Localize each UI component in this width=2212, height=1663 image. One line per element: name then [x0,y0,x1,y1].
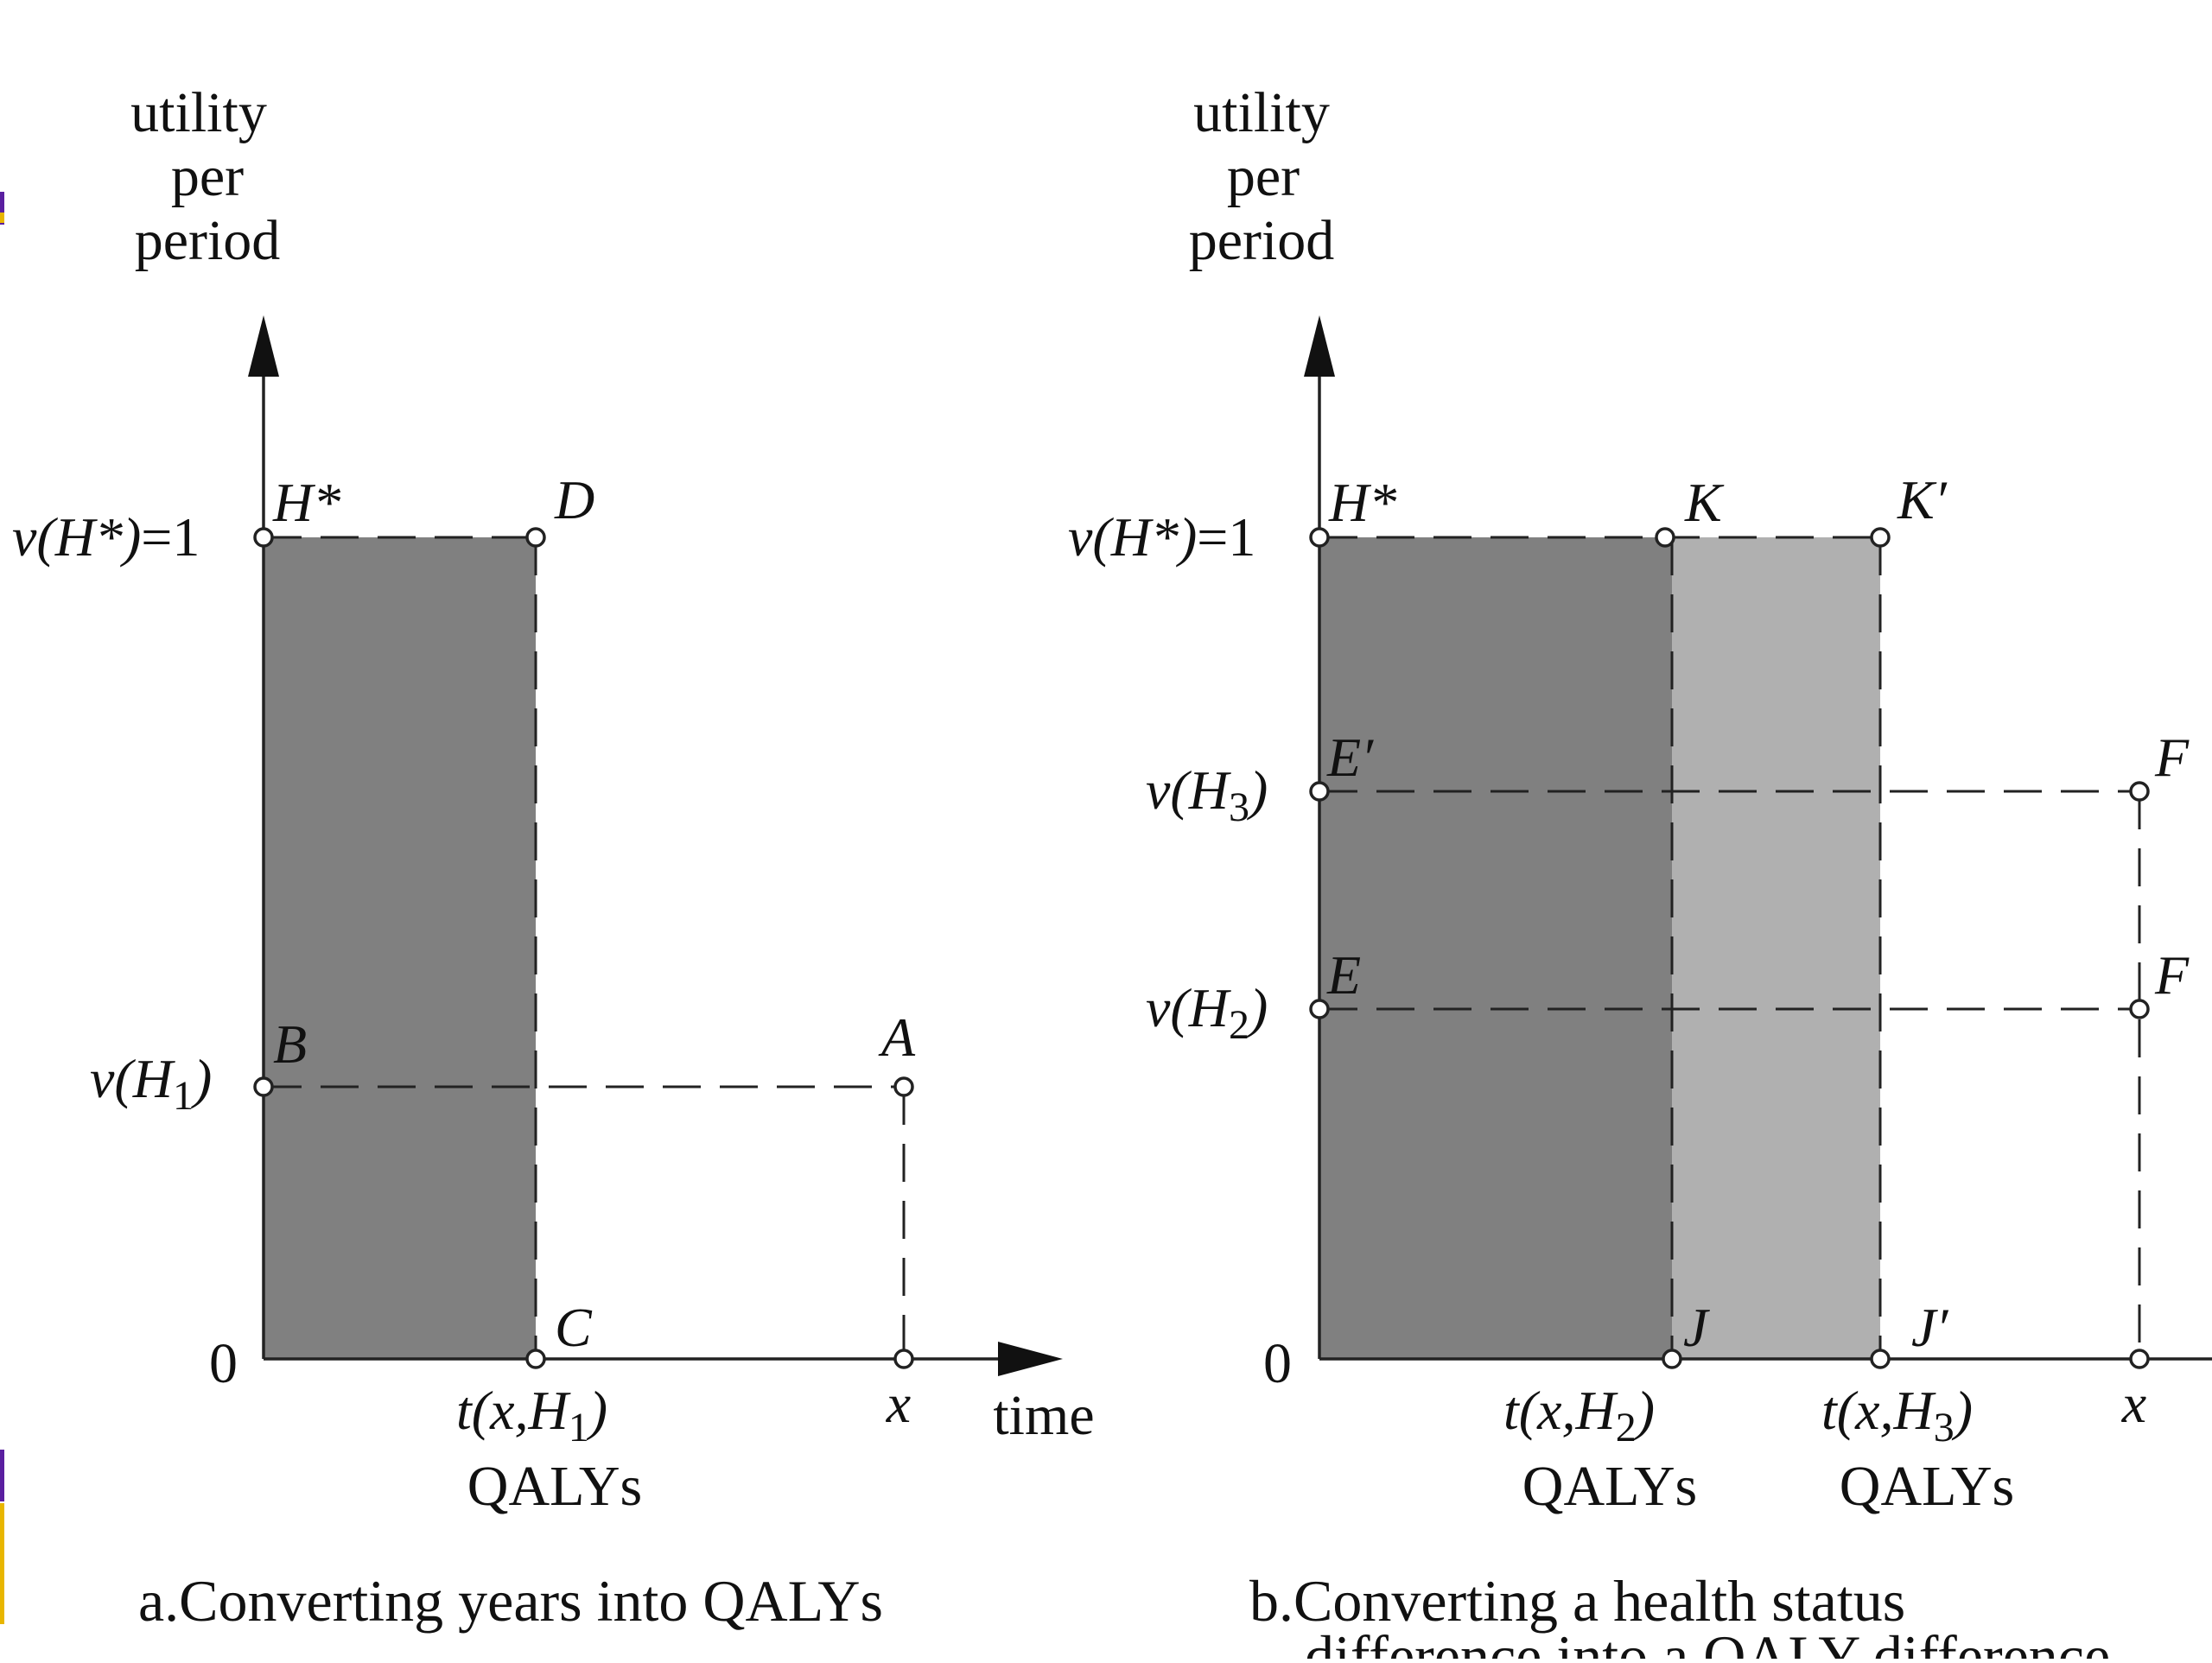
panel-b-y-title-line1: utility [1193,81,1330,144]
panel-a-tick-vh1: v(H1) [90,1048,212,1119]
panel-a-qalys-label: QALYs [467,1455,642,1518]
panel-b-caption-line1: b.Converting a health status [1249,1568,1905,1634]
panel-b-tick-vh3: v(H3) [1146,759,1268,830]
panel-b-label-e: E [1326,944,1361,1006]
panel-a-label-d: D [554,469,594,530]
panel-b-point-e [1309,999,1330,1019]
panel-b-point-hstar [1309,527,1330,548]
panel-b-point-f-upper [2129,781,2150,802]
panel-b-tick-vhstar: v(H*)=1 [1068,506,1255,568]
panel-b-qaly-area-h2 [1319,537,1672,1359]
panel-b-tick-vhstar-eq: =1 [1197,506,1255,568]
panel-a-point-b [253,1076,274,1097]
panel-a-tick-zero: 0 [209,1332,238,1395]
panel-b: utility per period H* K [1068,81,2212,1663]
panel-b-tick-t-x-h3: t(x,H3) [1821,1380,1973,1450]
panel-b-tick-vh2: v(H2) [1146,977,1268,1048]
panel-b-qalys-label-1: QALYs [1522,1455,1697,1518]
panel-a-label-b: B [273,1013,307,1075]
edge-mark-top-accent [0,213,4,223]
panel-a-point-d [525,527,546,548]
panel-a-y-arrow-icon [248,315,279,377]
panel-a-x-axis-title: time [993,1384,1094,1447]
panel-b-point-kprime [1870,527,1891,548]
panel-b-label-f-lower: F [2154,944,2190,1006]
panel-b-qaly-area-difference [1672,537,1880,1359]
panel-a-tick-t-x-h1: t(x,H1) [456,1380,607,1450]
panel-a: utility per period H* D B A C v(H*)=1 [12,81,1095,1634]
panel-b-label-hstar: H* [1328,472,1396,533]
panel-b-point-j [1662,1349,1682,1369]
panel-b-tick-zero: 0 [1263,1332,1292,1395]
panel-b-label-f-upper: F [2154,727,2190,788]
panel-a-y-title-line3: period [135,209,281,272]
panel-a-point-x [893,1349,914,1369]
panel-a-y-title-line2: per [171,145,244,208]
edge-mark-top [0,192,4,225]
panel-b-label-jprime: J′ [1911,1297,1948,1358]
panel-a-qaly-area [264,537,536,1359]
panel-b-point-jprime [1870,1349,1891,1369]
panel-b-point-f-lower [2129,999,2150,1019]
panel-a-x-arrow-icon [998,1342,1063,1376]
panel-b-point-x [2129,1349,2150,1369]
panel-b-tick-t-x-h2: t(x,H2) [1503,1380,1655,1450]
panel-b-label-k: K [1684,472,1725,533]
panel-b-tick-x: x [2121,1373,2146,1434]
panel-a-label-c: C [555,1297,593,1358]
panel-b-y-arrow-icon [1304,315,1335,377]
panel-b-point-k [1655,527,1675,548]
panel-b-label-eprime: E′ [1326,727,1374,788]
panel-a-tick-x: x [886,1373,911,1434]
panel-b-qalys-label-2: QALYs [1840,1455,2014,1518]
panel-a-y-title-line1: utility [130,81,267,144]
panel-b-caption-line2: difference into a QALY difference [1305,1623,2110,1659]
panel-a-point-hstar [253,527,274,548]
panel-a-point-c [525,1349,546,1369]
panel-a-caption: a.Converting years into QALYs [138,1568,883,1634]
panel-a-tick-vhstar: v(H*)=1 [12,506,200,568]
panel-a-point-a [893,1076,914,1097]
panel-a-label-a: A [878,1006,916,1068]
panel-b-y-title-line3: period [1189,209,1335,272]
panel-b-y-title-line2: per [1227,145,1300,208]
panel-b-label-kprime: K′ [1897,469,1948,530]
edge-mark-bottom-accent [0,1503,4,1624]
panel-a-label-hstar: H* [272,472,340,533]
edge-mark-bottom [0,1450,4,1501]
panel-b-label-j: J [1683,1297,1710,1358]
panel-a-tick-vhstar-eq: =1 [141,506,200,568]
panel-b-point-eprime [1309,781,1330,802]
